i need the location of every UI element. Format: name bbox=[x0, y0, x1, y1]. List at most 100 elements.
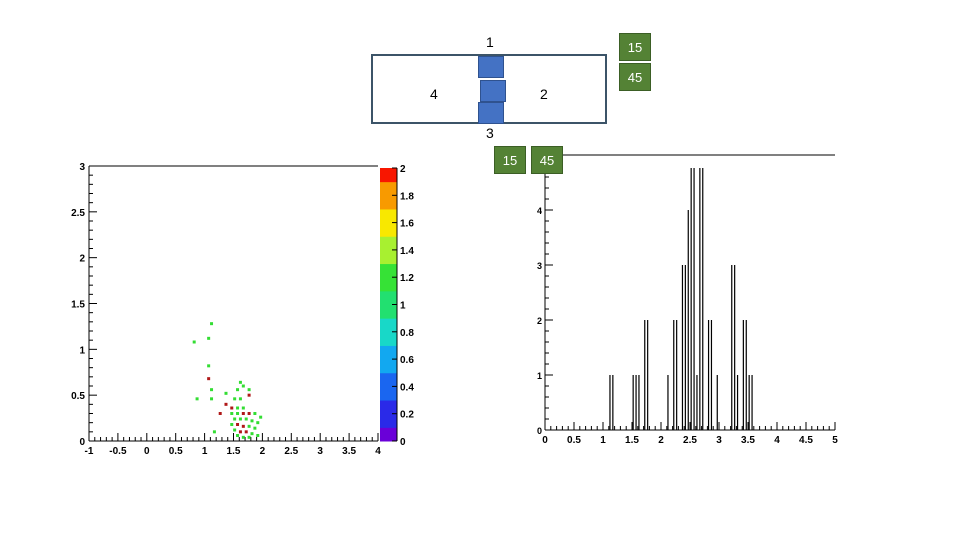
heatmap-x-tick-label: -0.5 bbox=[109, 446, 127, 457]
heatmap-cell bbox=[233, 428, 237, 432]
heatmap-cell bbox=[253, 412, 257, 415]
colorbar-band bbox=[380, 277, 397, 292]
heatmap-cell bbox=[218, 412, 222, 415]
colorbar-tick-label: 0.8 bbox=[400, 328, 414, 339]
colorbar-band bbox=[380, 195, 397, 210]
histogram-x-tick-label: 3 bbox=[716, 435, 722, 446]
heatmap-cell bbox=[207, 364, 211, 368]
histogram-x-tick-label: 1 bbox=[600, 435, 606, 446]
colorbar-tick-label: 0.6 bbox=[400, 355, 414, 366]
heatmap-cell bbox=[244, 430, 248, 434]
colorbar-band bbox=[380, 304, 397, 319]
heatmap-cell bbox=[236, 412, 240, 415]
colorbar-band bbox=[380, 208, 397, 224]
colorbar-band bbox=[380, 236, 397, 251]
colorbar-band bbox=[380, 386, 397, 401]
heatmap-cell bbox=[247, 412, 251, 415]
colorbar-band bbox=[380, 413, 397, 428]
heatmap-cell bbox=[195, 397, 199, 401]
histogram-x-tick-label: 0 bbox=[542, 435, 548, 446]
colorbar-tick-label: 0.4 bbox=[400, 382, 414, 393]
heatmap-cell bbox=[236, 388, 240, 392]
colorbar-band bbox=[380, 168, 397, 183]
heatmap-cell bbox=[212, 430, 216, 434]
heatmap-y-tick-label: 0 bbox=[79, 437, 85, 448]
colorbar-band bbox=[380, 222, 397, 237]
heatmap-x-tick-label: 3 bbox=[317, 446, 323, 457]
heatmap-cell bbox=[233, 397, 237, 401]
detector-label-bottom: 3 bbox=[486, 125, 494, 141]
detector-segment-bottom bbox=[478, 102, 504, 124]
tag-45-histogram: 45 bbox=[531, 146, 563, 174]
heatmap-cell bbox=[238, 430, 242, 434]
heatmap-x-tick-label: 0.5 bbox=[169, 446, 183, 457]
heatmap-cell bbox=[207, 377, 211, 381]
tag-15-top: 15 bbox=[619, 33, 651, 61]
colorbar-band bbox=[380, 400, 397, 415]
heatmap-cell bbox=[230, 406, 234, 410]
heatmap-x-tick-label: 3.5 bbox=[342, 446, 356, 457]
heatmap-cell bbox=[233, 417, 237, 421]
histogram-chart: 0 0.5 1 1.5 2 2.5 3 3.5 4 4.5 5 0 1 2 3 4 bbox=[537, 154, 838, 446]
heatmap-cell bbox=[210, 397, 214, 401]
histogram-x-tick-label: 4 bbox=[774, 435, 780, 446]
heatmap-x-tick-label: 2.5 bbox=[284, 446, 298, 457]
colorbar-tick-label: 1.4 bbox=[400, 246, 414, 257]
histogram-x-tick-label: 1.5 bbox=[625, 435, 639, 446]
colorbar-band bbox=[380, 359, 397, 374]
histogram-y-tick-label: 1 bbox=[537, 371, 542, 381]
heatmap-cell bbox=[247, 435, 251, 439]
heatmap-cell bbox=[253, 426, 257, 430]
colorbar-tick-label: 1.8 bbox=[400, 191, 414, 202]
histogram-y-tick-label: 4 bbox=[537, 206, 542, 216]
heatmap-cell bbox=[224, 391, 228, 395]
heatmap-cell bbox=[238, 397, 242, 401]
heatmap-x-tick-label: 0 bbox=[144, 446, 150, 457]
heatmap-cell bbox=[230, 423, 234, 426]
colorbar-tick-label: 0 bbox=[400, 437, 406, 448]
colorbar-tick-label: 1.6 bbox=[400, 219, 414, 230]
colorbar-tick-label: 0.2 bbox=[400, 410, 414, 421]
colorbar-band bbox=[380, 372, 397, 387]
histogram-x-tick-label: 0.5 bbox=[567, 435, 581, 446]
colorbar-band bbox=[380, 345, 397, 360]
heatmap-cell bbox=[224, 402, 228, 406]
colorbar-band bbox=[380, 290, 397, 305]
histogram-y-tick-label: 2 bbox=[537, 316, 542, 326]
colorbar-tick-label: 2 bbox=[400, 164, 406, 175]
colorbar-band bbox=[380, 181, 397, 196]
colorbar-band bbox=[380, 249, 397, 265]
detector-segment-top bbox=[478, 56, 504, 78]
tag-45-top: 45 bbox=[619, 63, 651, 91]
heatmap-chart: -1 -0.5 0 0.5 1 1.5 2 2.5 3 3.5 4 0 0.5 1 1.5 2 2.5 3 0 0.2… bbox=[71, 162, 414, 457]
heatmap-cell bbox=[250, 432, 254, 436]
histogram-x-tick-label: 2.5 bbox=[683, 435, 697, 446]
heatmap-cell bbox=[250, 419, 254, 423]
heatmap-cell bbox=[241, 424, 245, 428]
histogram-x-tick-label: 4.5 bbox=[799, 435, 813, 446]
heatmap-x-tick-label: -1 bbox=[85, 446, 94, 457]
detector-label-left: 4 bbox=[430, 86, 438, 102]
heatmap-y-tick-label: 0.5 bbox=[71, 391, 85, 402]
colorbar-band bbox=[380, 318, 397, 333]
heatmap-y-tick-label: 1.5 bbox=[71, 300, 85, 311]
colorbar-tick-label: 1.2 bbox=[400, 273, 414, 284]
heatmap-x-tick-label: 1 bbox=[202, 446, 208, 457]
tag-15-histogram: 15 bbox=[494, 146, 526, 174]
heatmap-cell bbox=[244, 417, 248, 421]
colorbar-band bbox=[380, 427, 397, 442]
heatmap-cell bbox=[241, 412, 245, 415]
heatmap-cell bbox=[241, 384, 245, 388]
heatmap-x-tick-label: 1.5 bbox=[227, 446, 241, 457]
heatmap-cell bbox=[236, 423, 240, 426]
histogram-x-tick-label: 2 bbox=[658, 435, 664, 446]
heatmap-cell bbox=[238, 417, 242, 421]
detector-label-top: 1 bbox=[486, 34, 494, 50]
heatmap-y-tick-label: 3 bbox=[79, 162, 85, 173]
histogram-y-tick-label: 0 bbox=[537, 426, 542, 436]
heatmap-cell bbox=[247, 388, 251, 392]
colorbar-band bbox=[380, 263, 397, 278]
heatmap-cell bbox=[207, 336, 211, 340]
heatmap-cell bbox=[210, 322, 214, 326]
heatmap-x-tick-label: 4 bbox=[375, 446, 381, 457]
